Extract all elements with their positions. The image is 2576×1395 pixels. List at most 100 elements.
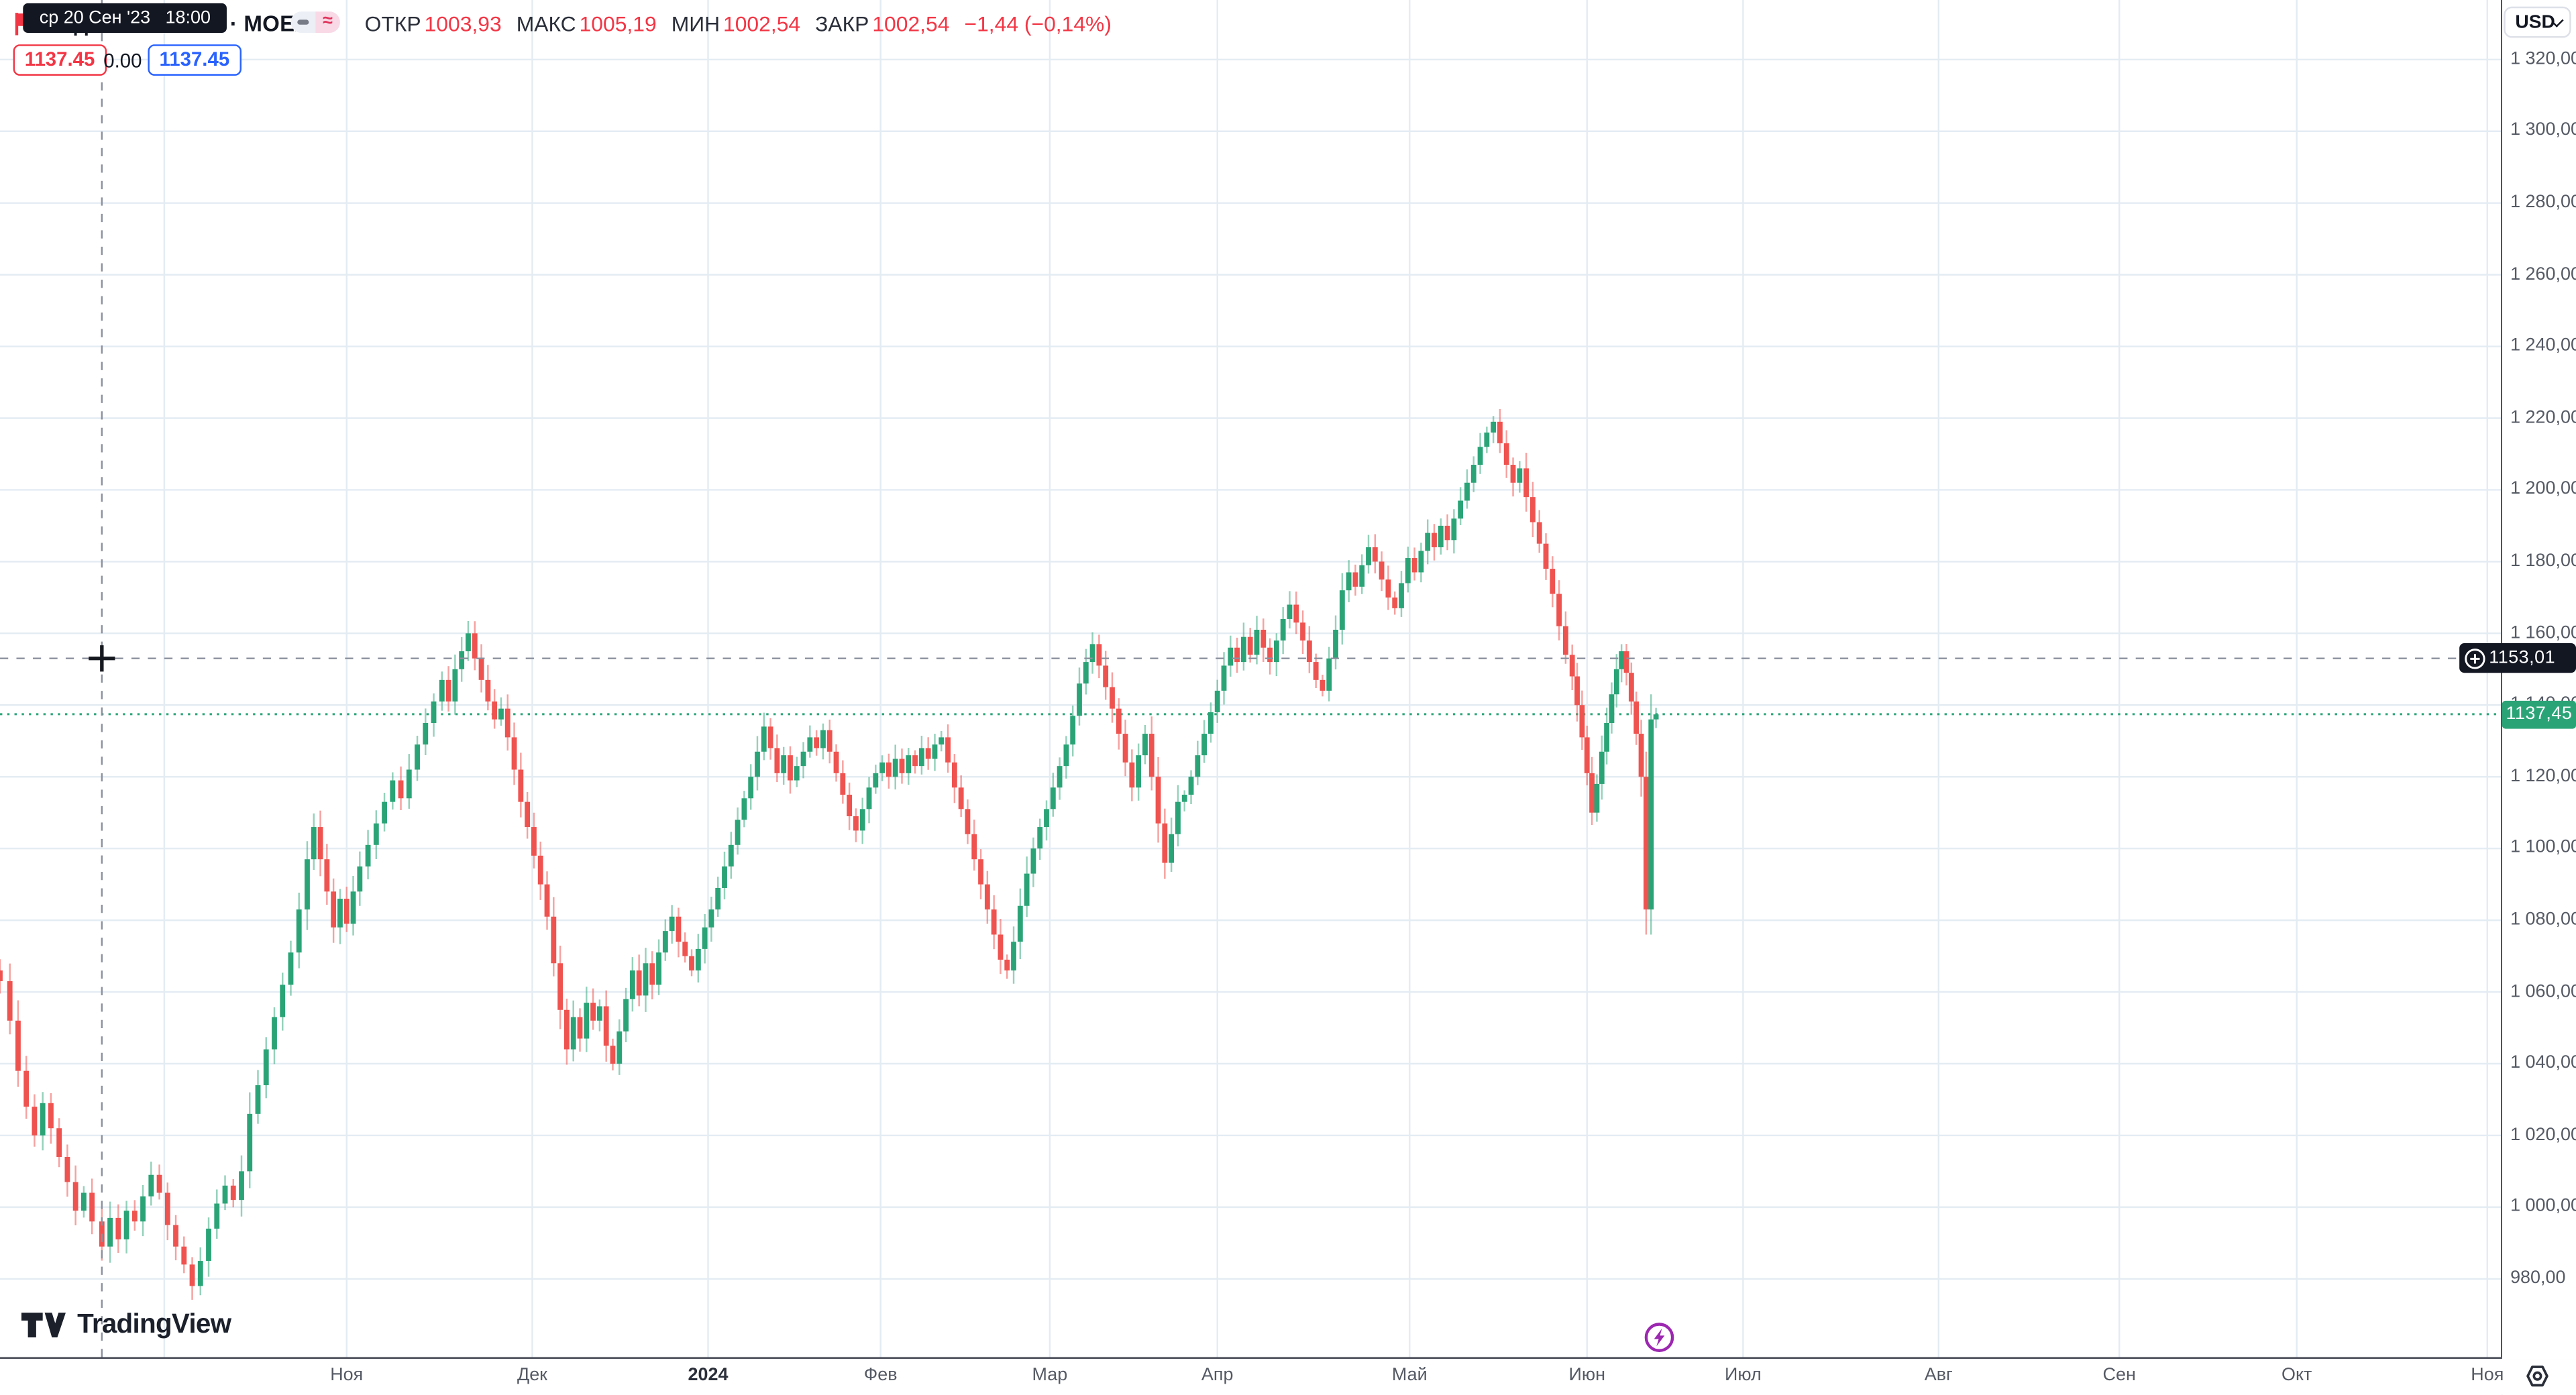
ohlc-open: ОТКР 1003,93 (365, 11, 502, 36)
candle (148, 1174, 154, 1196)
currency-label: USD (2515, 12, 2555, 32)
candle (343, 899, 350, 924)
candle (1604, 723, 1610, 752)
candle (311, 827, 317, 860)
candle (755, 751, 760, 777)
candle (324, 859, 330, 892)
candle (1543, 543, 1549, 569)
ohlc-open-label: ОТКР (364, 11, 421, 36)
time-axis[interactable]: Ноя Дек 2024 Фев Мар Апр Май Июн Июл Авг Сен Окт Ноя (0, 1359, 2576, 1395)
candle (689, 956, 694, 970)
spread-value: 0.00 (103, 49, 142, 72)
candle (472, 633, 478, 659)
candle (702, 927, 708, 949)
price-axis-label: 1 060,00 (2510, 981, 2576, 1001)
wave-indicator-chip[interactable]: ≈ (315, 11, 340, 34)
ohlc-low: МИН 1002,54 (672, 11, 800, 36)
candle (715, 887, 721, 910)
sell-price-widget[interactable]: 1137.45 (13, 44, 107, 76)
candle (1096, 644, 1102, 666)
candle (807, 737, 813, 752)
candle (1589, 773, 1595, 813)
candle (1240, 636, 1246, 663)
candle (181, 1246, 187, 1265)
ohlc-close: ЗАКР 1002,54 (815, 11, 949, 36)
time-axis-label: Ноя (2471, 1365, 2504, 1386)
candle (1470, 465, 1477, 483)
crosshair-price-value: 1153,01 (2489, 648, 2556, 669)
candle (636, 970, 642, 996)
candle (557, 963, 564, 1010)
price-axis-label: 1 300,00 (2510, 120, 2576, 141)
candle (1169, 834, 1175, 863)
candle (357, 866, 363, 892)
candle (173, 1225, 178, 1247)
candle (788, 755, 793, 781)
candle (164, 1192, 170, 1225)
candle (656, 952, 661, 985)
candle (1523, 468, 1529, 498)
candle (603, 1006, 609, 1046)
candle (272, 1017, 277, 1050)
candle (131, 1211, 138, 1222)
candle (1004, 959, 1010, 970)
time-axis-label: Сен (2102, 1365, 2136, 1386)
candle (847, 794, 853, 817)
price-axis-label: 1 200,00 (2510, 479, 2576, 499)
candle (1366, 547, 1371, 565)
candle (531, 827, 537, 856)
candle (1633, 701, 1640, 734)
candle (958, 787, 964, 810)
candle (859, 809, 865, 831)
candle (1569, 655, 1575, 677)
candle (478, 658, 484, 680)
candle (1201, 734, 1208, 756)
time-axis-label: Мар (1032, 1365, 1068, 1386)
price-axis-label: 1 160,00 (2510, 622, 2576, 643)
last-price-label[interactable]: 1137,45 (2502, 700, 2576, 728)
candle (296, 909, 302, 953)
candle (761, 726, 767, 752)
crosshair-cursor (89, 645, 115, 672)
candle (1293, 604, 1299, 623)
candle (748, 777, 754, 799)
candle (906, 755, 912, 773)
candle (1267, 647, 1273, 663)
axis-settings-gear-icon[interactable] (2525, 1363, 2550, 1388)
legend-chips: ≈ (290, 11, 340, 34)
candle (826, 730, 833, 752)
candle (1619, 651, 1625, 669)
candle (1300, 622, 1305, 641)
candle (1129, 762, 1135, 788)
buy-price-widget[interactable]: 1137.45 (148, 44, 241, 76)
candle (728, 844, 734, 867)
price-axis-label: 1 220,00 (2510, 407, 2576, 427)
candle (459, 651, 465, 669)
tradingview-logo-icon (21, 1313, 66, 1338)
candle (1451, 518, 1457, 541)
lightning-bolt-icon[interactable] (1643, 1321, 1676, 1354)
add-alert-plus-icon[interactable] (2464, 648, 2485, 669)
candle (1208, 712, 1214, 734)
candle (1529, 497, 1536, 522)
candle (382, 801, 387, 824)
candle (708, 909, 714, 928)
candle (991, 909, 997, 935)
candle (1221, 665, 1227, 691)
price-axis[interactable]: 1 320,00 1 300,00 1 280,00 1 260,00 1 240,00… (2502, 0, 2576, 1359)
ohlc-low-value: 1002,54 (723, 11, 801, 36)
currency-dropdown[interactable]: USD (2504, 6, 2571, 38)
candle (15, 1020, 21, 1071)
hide-indicator-chip[interactable] (290, 11, 316, 34)
candle (1438, 525, 1444, 547)
candle (938, 737, 945, 745)
tradingview-logo[interactable]: TradingView (21, 1309, 231, 1341)
time-axis-label: Июн (1568, 1365, 1605, 1386)
candle (1584, 737, 1590, 773)
ohlc-close-value: 1002,54 (872, 11, 950, 36)
price-axis-label: 1 240,00 (2510, 335, 2576, 356)
candle (1287, 604, 1293, 619)
candle (431, 701, 437, 724)
candle (590, 1003, 596, 1021)
